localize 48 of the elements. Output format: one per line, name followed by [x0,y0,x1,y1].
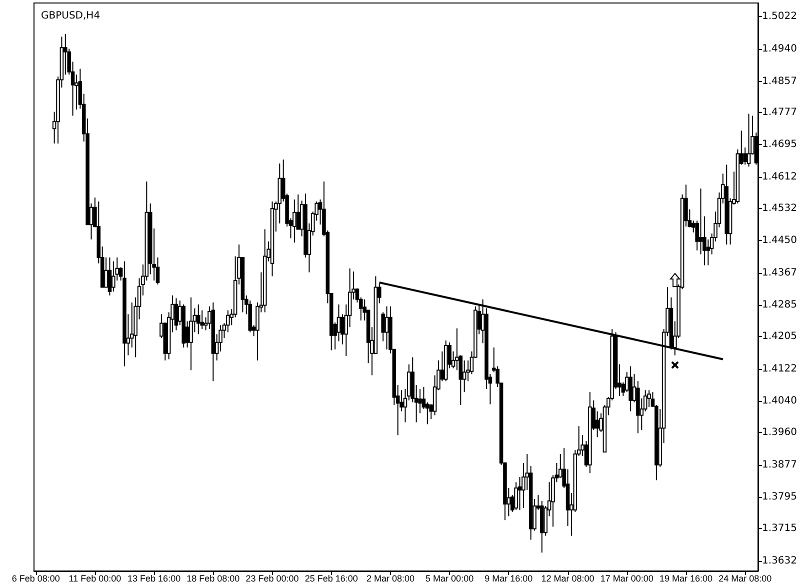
x-tick-label: 9 Mar 16:00 [484,574,533,584]
x-tick-label: 24 Mar 08:00 [718,574,772,584]
x-tick-label: 25 Feb 16:00 [304,574,358,584]
y-tick-label: 1.4450 [762,235,798,246]
y-tick-label: 1.4695 [762,139,798,150]
candlestick [628,366,632,412]
candlestick [698,188,703,255]
x-tick-label: 6 Feb 08:00 [12,574,60,584]
x-tick-label: 17 Mar 00:00 [600,574,654,584]
y-tick-label: 1.4122 [762,364,798,375]
candlestick [462,360,466,393]
candlestick [518,476,522,510]
y-tick-label: 1.4285 [762,300,798,311]
candlestick [595,410,600,438]
y-tick-label: 1.3877 [762,459,798,470]
y-tick-label: 1.4612 [762,172,798,183]
y-tick-label: 1.3960 [762,426,798,438]
y-tick-label: 1.4205 [762,331,798,342]
y-tick-label: 1.4940 [762,43,798,54]
x-tick-label: 2 Mar 08:00 [366,574,414,584]
candlestick [647,390,651,408]
candlestick [108,256,112,296]
x-tick-label: 13 Feb 16:00 [128,574,181,584]
y-tick-label: 1.4777 [762,107,798,118]
y-tick-label: 1.4040 [762,396,798,407]
candlestick [174,298,178,331]
candlestick [746,113,751,168]
x-tick-label: 23 Feb 00:00 [246,574,299,584]
candlestick [384,306,389,350]
y-tick-label: 1.3795 [762,492,798,503]
candlestick [112,260,116,292]
y-tick-label: 1.3715 [762,522,798,534]
x-tick-label: 12 Mar 08:00 [541,574,594,584]
candlestick [196,304,200,335]
y-tick-label: 1.3632 [762,555,798,566]
candlestick [292,199,296,244]
x-tick-label: 18 Feb 08:00 [186,574,240,584]
x-tick-label: 19 Mar 16:00 [659,574,712,584]
x-tick-label: 5 Mar 00:00 [426,574,474,584]
text: GBPUSD,H4 [41,10,100,22]
y-tick-label: 1.4857 [762,76,798,87]
y-tick-label: 1.4532 [762,203,798,214]
y-tick-label: 1.4367 [762,268,798,279]
candlestick [104,256,108,288]
candlestick [743,146,747,166]
x-tick-label: 11 Feb 00:00 [68,574,122,584]
y-tick-label: 1.5022 [762,11,798,22]
candlestick [189,296,193,371]
